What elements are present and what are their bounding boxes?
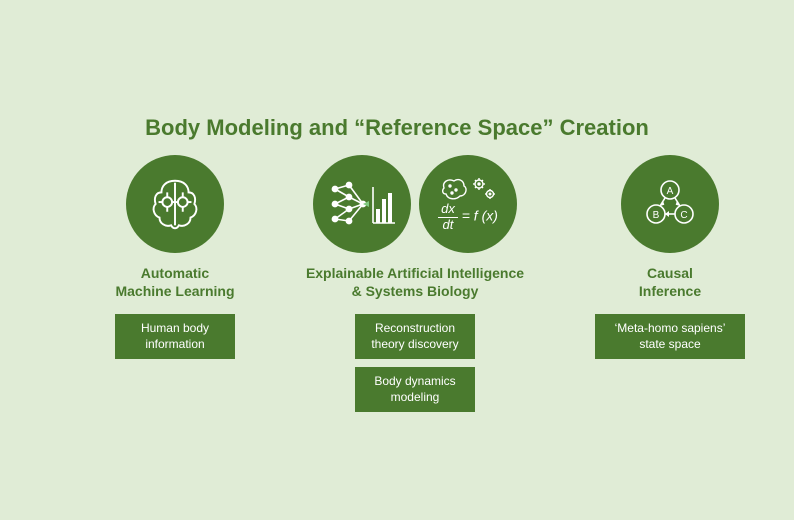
stage2-box2: Body dynamics modeling: [355, 367, 475, 412]
stage2-label-line1: Explainable Artificial Intelligence: [306, 265, 524, 281]
diagram-title: Body Modeling and “Reference Space” Crea…: [0, 115, 794, 141]
stage1-box1: Human body information: [115, 314, 235, 359]
stage2-label: Explainable Artificial Intelligence & Sy…: [306, 265, 524, 300]
stage1-box1-line2: information: [145, 337, 204, 351]
stage2-label-line2: & Systems Biology: [352, 283, 479, 299]
network-chart-circle: [313, 155, 411, 253]
graph-abc-icon: A B C: [636, 170, 704, 238]
gears-blob-icon: [438, 176, 498, 202]
graph-abc-circle: A B C: [621, 155, 719, 253]
formula-numerator: dx: [438, 202, 458, 217]
svg-text:B: B: [653, 210, 660, 221]
stage2-box1-line2: theory discovery: [371, 337, 458, 351]
formula-rhs: = f (x): [462, 208, 498, 224]
stage2-box1: Reconstruction theory discovery: [355, 314, 475, 359]
stage1-label: Automatic Machine Learning: [115, 265, 234, 300]
stage-xai-systems-biology: dxdt = f (x) Explainable Artificial Inte…: [290, 155, 540, 412]
stage1-label-line1: Automatic: [141, 265, 209, 281]
svg-text:C: C: [680, 210, 687, 221]
brain-icon: [144, 173, 206, 235]
stage3-label-line2: Inference: [639, 283, 701, 299]
equation-formula: dxdt = f (x): [438, 202, 498, 232]
svg-text:A: A: [667, 186, 674, 197]
stage2-box2-line2: modeling: [391, 390, 440, 404]
stage3-label: Causal Inference: [639, 265, 701, 300]
equation-circle: dxdt = f (x): [419, 155, 517, 253]
stage-causal-inference: A B C Causal Inference ‘Meta-homo sapien…: [585, 155, 755, 359]
stage-automatic-ml: Automatic Machine Learning Human body in…: [85, 155, 265, 359]
stage2-box2-line1: Body dynamics: [374, 374, 455, 388]
stage3-label-line1: Causal: [647, 265, 693, 281]
brain-circle: [126, 155, 224, 253]
network-chart-icon: [327, 175, 397, 233]
stage2-box1-line1: Reconstruction: [375, 321, 455, 335]
stage3-box1-line2: state space: [639, 337, 700, 351]
formula-denominator: dt: [438, 218, 458, 232]
stage3-box1-line1: ‘Meta-homo sapiens’: [615, 321, 726, 335]
stage1-label-line2: Machine Learning: [115, 283, 234, 299]
stage3-box1: ‘Meta-homo sapiens’ state space: [595, 314, 745, 359]
stage1-box1-line1: Human body: [141, 321, 209, 335]
